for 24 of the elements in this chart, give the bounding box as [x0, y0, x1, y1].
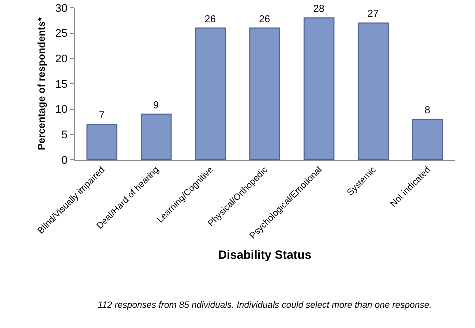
- bar: [250, 28, 280, 160]
- bar: [304, 18, 335, 160]
- y-tick-label: 15: [56, 78, 68, 91]
- data-label: 28: [314, 4, 326, 16]
- data-label: 8: [424, 105, 431, 116]
- y-tick-label: 25: [56, 28, 68, 40]
- bar: [412, 118, 444, 160]
- data-label: 9: [153, 100, 160, 112]
- y-tick-label: 5: [62, 130, 68, 142]
- text: 112 responses from 85 ndividuals. Individuals could select more than one response.: [98, 300, 432, 310]
- y-axis-title: Percentage of respondents*: [37, 17, 48, 150]
- data-label: 26: [259, 14, 271, 26]
- data-label: 26: [204, 14, 216, 26]
- y-tick-label: 10: [56, 104, 68, 116]
- y-tick-label: 30: [56, 2, 68, 15]
- bar: [195, 28, 226, 160]
- data-label: 7: [99, 110, 106, 122]
- y-tick-label: 0: [62, 154, 68, 167]
- bar: [86, 124, 118, 160]
- bar: [141, 114, 172, 160]
- data-label: 27: [368, 9, 380, 20]
- bar: [358, 22, 389, 160]
- x-axis-title: Disability Status: [218, 248, 312, 262]
- y-tick-label: 20: [56, 54, 68, 66]
